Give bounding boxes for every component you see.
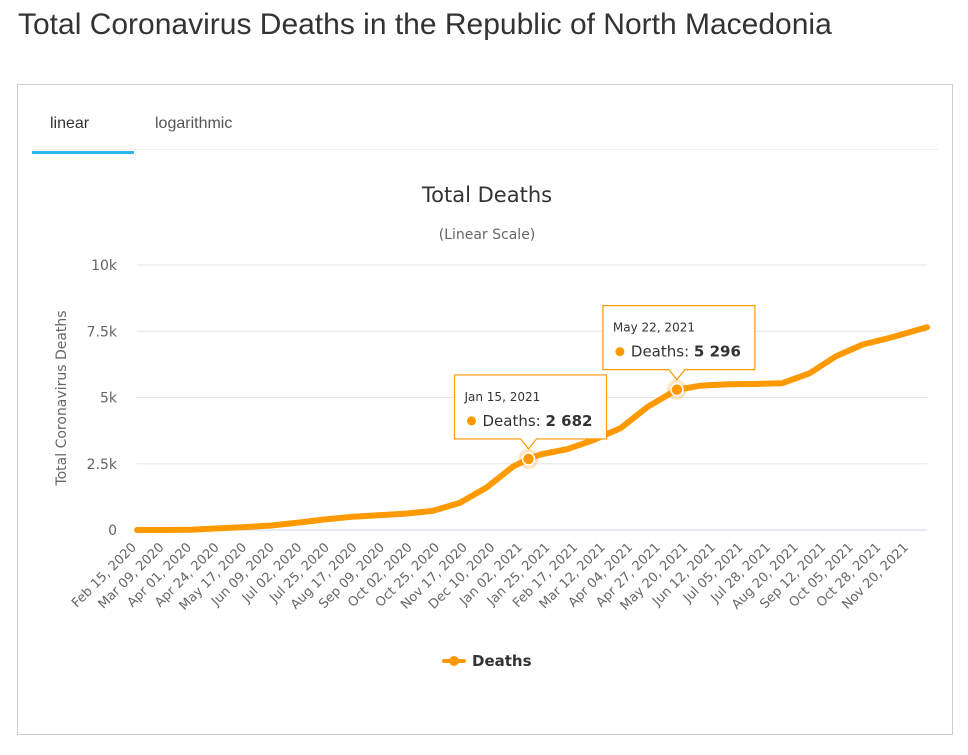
y-tick-label: 5k [100,391,118,407]
tabs-divider [32,149,938,150]
tooltip-value: Deaths: 2 682 [482,412,592,430]
y-tick-label: 7.5k [87,324,118,340]
tooltip-series-dot [466,416,476,426]
tab-logarithmic[interactable]: logarithmic [155,115,233,132]
tooltip-series-dot [615,347,625,357]
tooltip: Jan 15, 2021 Deaths: 2 682 [453,374,608,450]
tab-linear[interactable]: linear [50,115,90,132]
y-tick-label: 10k [91,258,118,274]
tooltip-date: May 22, 2021 [613,321,695,335]
tab-active-indicator [32,151,134,154]
tooltip: May 22, 2021 Deaths: 5 296 [602,305,756,381]
legend-label: Deaths [472,652,532,670]
data-point-marker[interactable] [670,382,684,397]
y-axis-label: Total Coronavirus Deaths [54,310,70,486]
tooltip-value: Deaths: 5 296 [631,343,741,361]
data-point-marker[interactable] [521,452,536,466]
chart-subtitle: (Linear Scale) [439,227,536,243]
chart-title: Total Deaths [421,183,552,207]
tooltip-date: Jan 15, 2021 [463,390,540,404]
legend-item-deaths[interactable]: Deaths [442,652,532,670]
page-title: Total Coronavirus Deaths in the Republic… [18,8,832,41]
y-tick-label: 0 [108,523,117,539]
y-tick-label: 2.5k [87,457,118,473]
